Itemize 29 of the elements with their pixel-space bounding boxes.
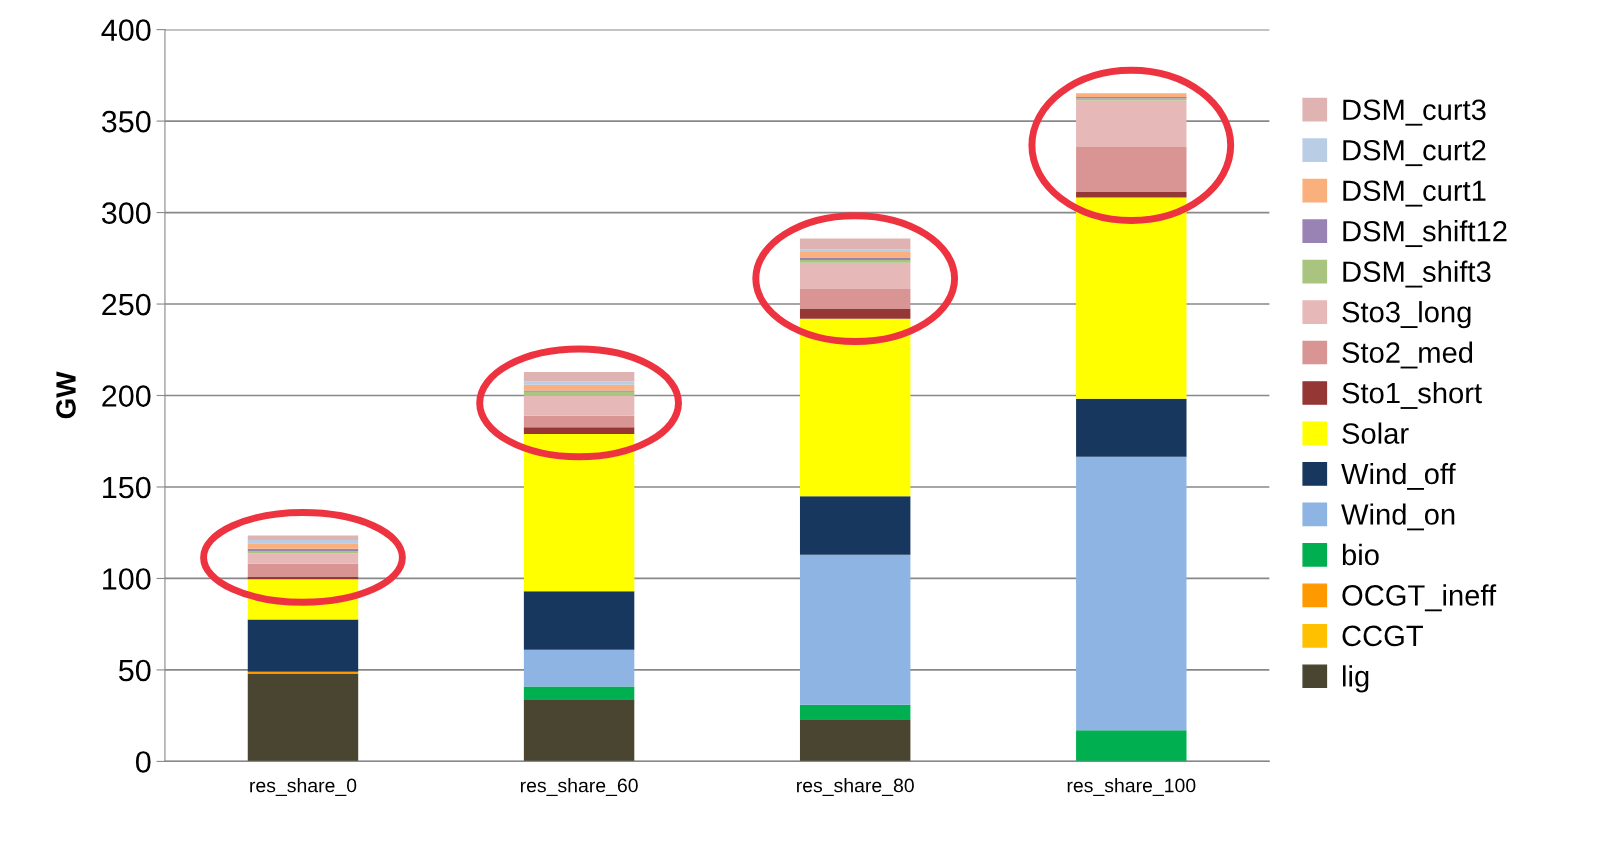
legend-label: Wind_on <box>1341 503 1455 531</box>
y-axis-title: GW <box>56 371 76 419</box>
y-tick-label: 300 <box>101 202 151 224</box>
y-tick-label: 50 <box>118 659 151 682</box>
x-tick-label: res_share_0 <box>250 778 357 797</box>
legend-label: lig <box>1342 665 1369 693</box>
legend-label: Sto3_long <box>1342 301 1471 329</box>
legend-label: DSM_shift12 <box>1343 220 1507 248</box>
y-tick-label: 400 <box>101 19 151 41</box>
legend-label: DSM_curt2 <box>1343 139 1486 167</box>
y-tick-label: 350 <box>101 110 151 133</box>
legend-label: bio <box>1342 543 1379 566</box>
legend-label: Wind_off <box>1341 462 1456 490</box>
legend-label: OCGT_ineff <box>1342 584 1497 612</box>
legend-label: Sto2_med <box>1342 341 1473 369</box>
y-tick-label: 0 <box>135 751 151 773</box>
y-tick-label: 100 <box>103 568 151 590</box>
legend-label: Sto1_short <box>1342 381 1482 409</box>
legend-label: DSM_curt3 <box>1343 99 1486 126</box>
x-tick-label: res_share_60 <box>520 778 638 797</box>
x-tick-label: res_share_80 <box>797 778 914 797</box>
legend-label: DSM_shift3 <box>1343 260 1491 288</box>
legend-label: DSM_curt1 <box>1343 180 1486 207</box>
legend-label: CCGT <box>1342 625 1423 647</box>
legend-label: Solar <box>1342 422 1409 444</box>
y-tick-label: 250 <box>102 293 151 316</box>
x-tick-label: res_share_100 <box>1067 778 1196 797</box>
y-tick-label: 200 <box>102 385 151 407</box>
y-tick-label: 150 <box>103 476 151 499</box>
